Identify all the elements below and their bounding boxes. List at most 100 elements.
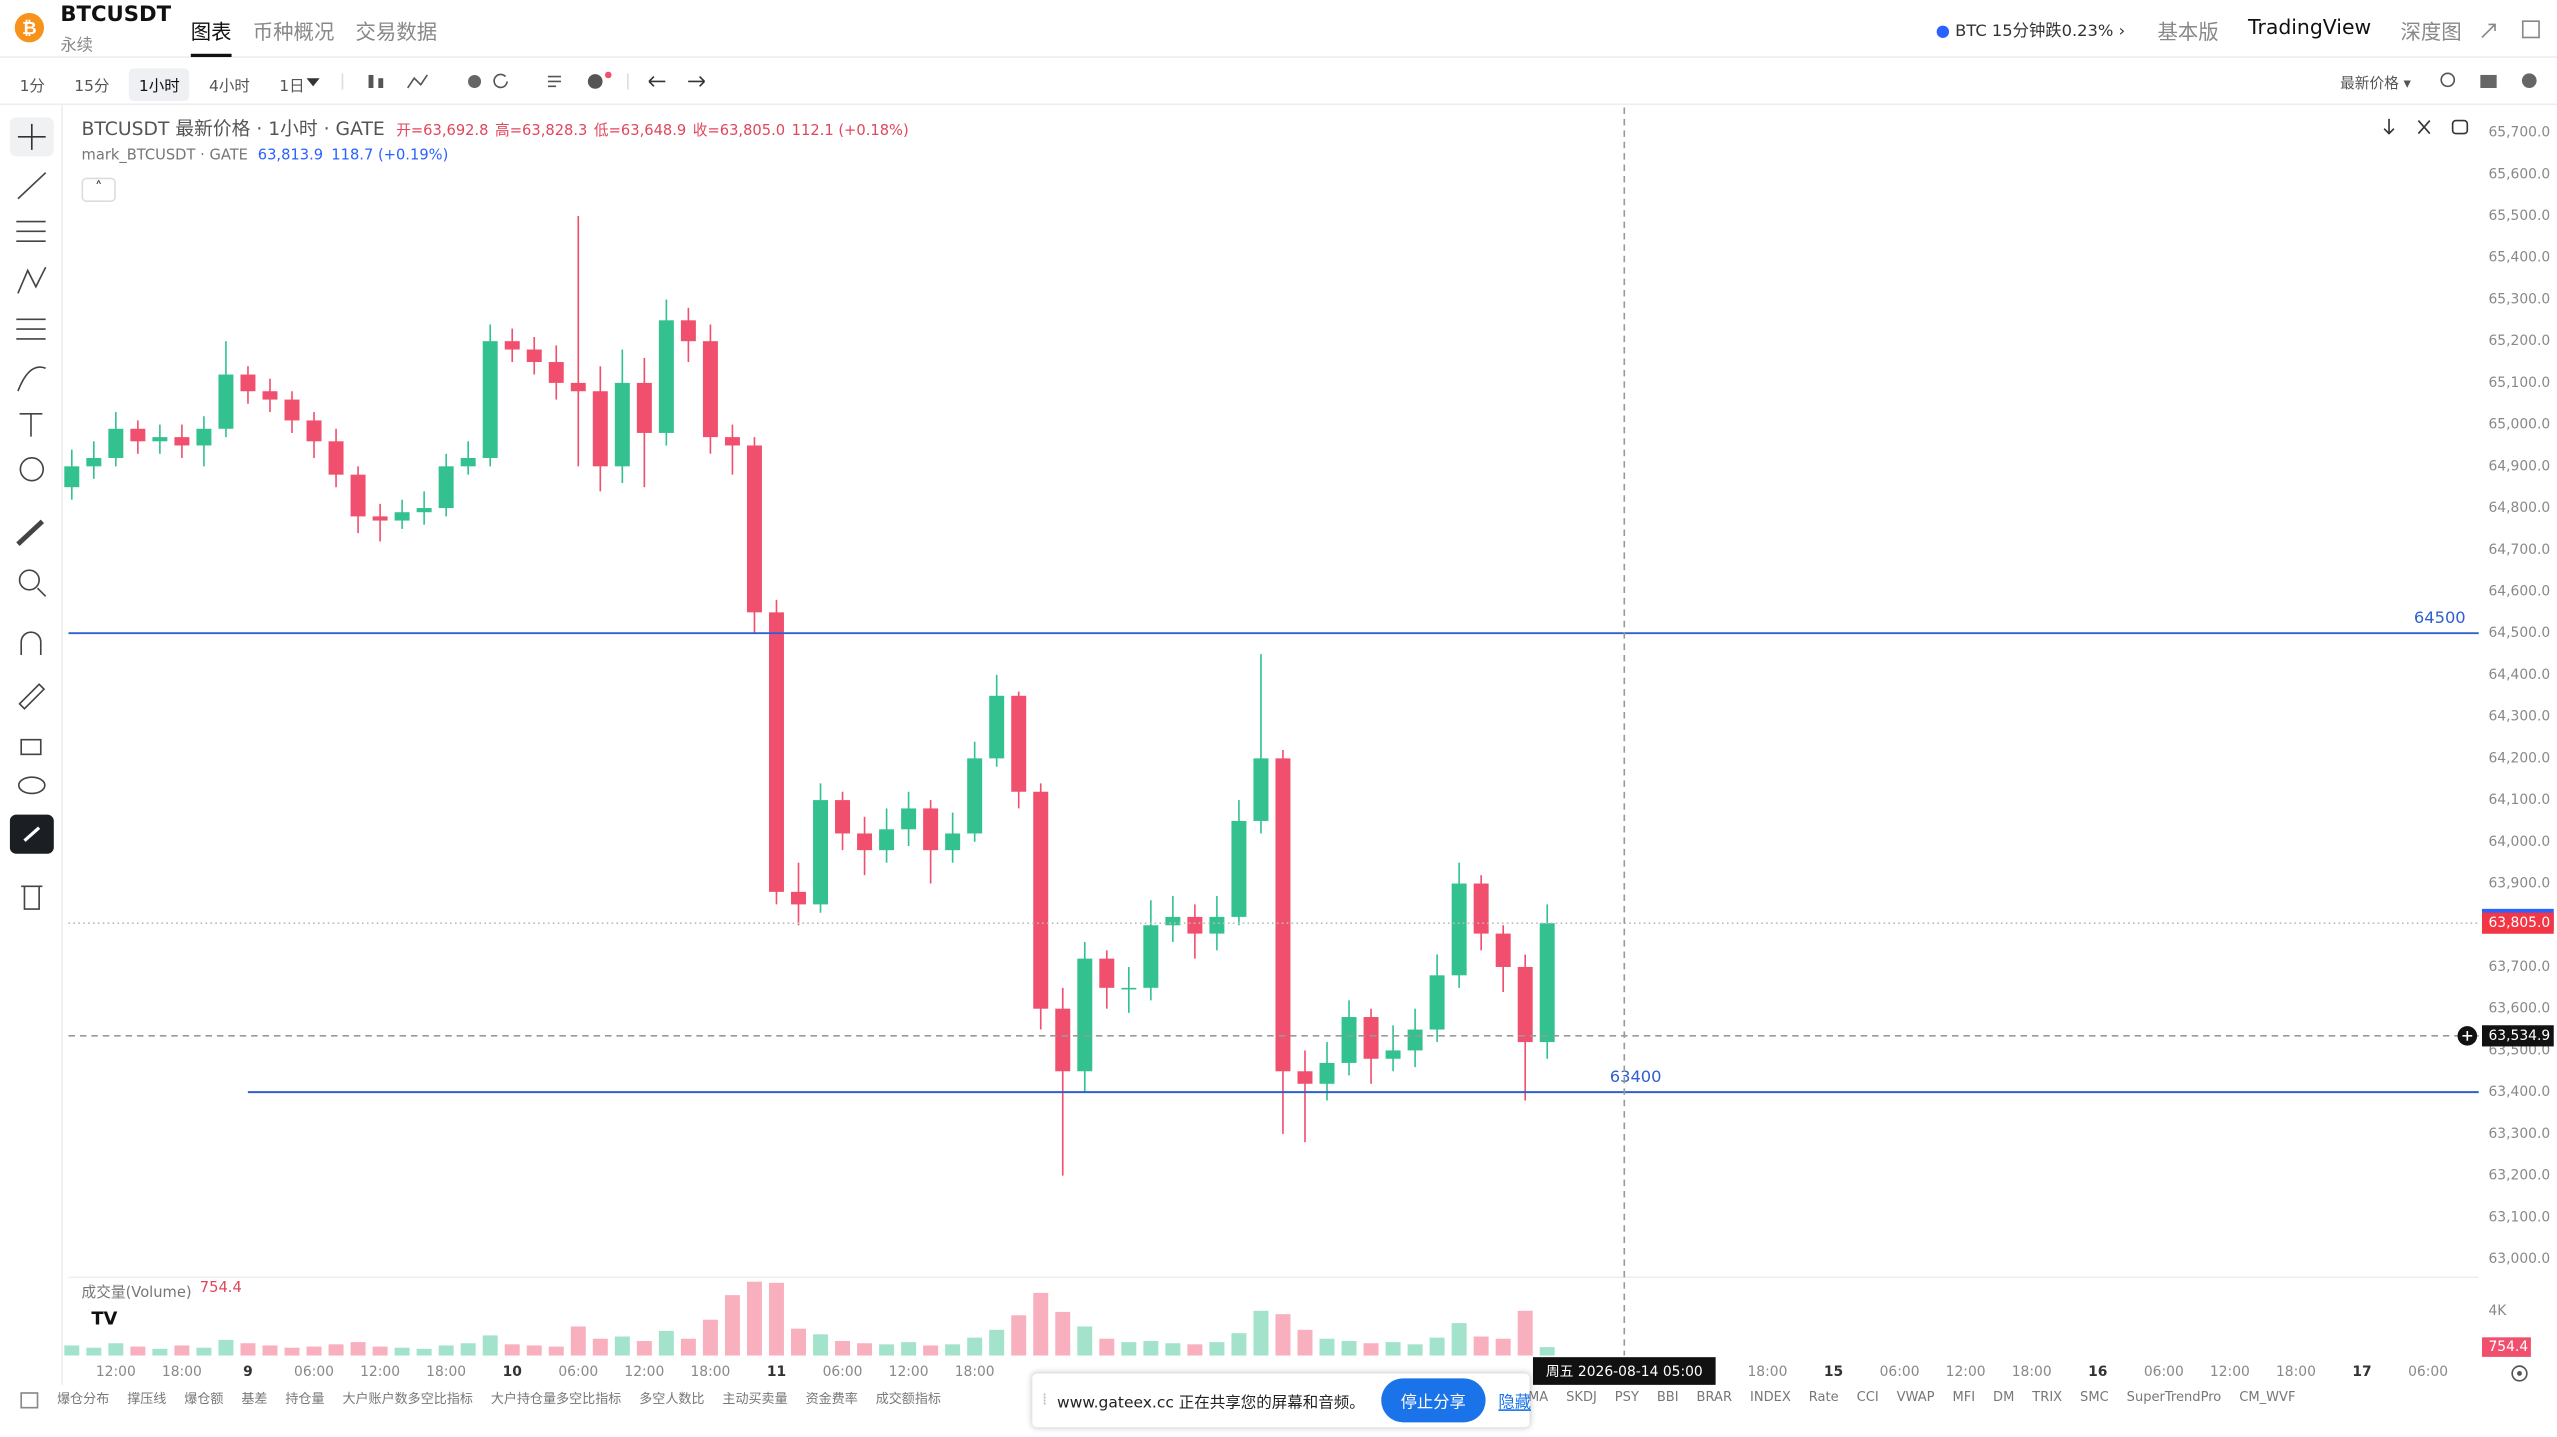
volume-bar [923, 1345, 939, 1356]
indicator-tab[interactable]: TRIX [2032, 1389, 2063, 1405]
y-tick-label: 64,500.0 [2489, 625, 2551, 641]
indicator-tab[interactable]: INDEX [1749, 1389, 1791, 1405]
candle-body [658, 320, 674, 433]
x-tick-label: 10 [503, 1364, 522, 1380]
indicator-tab[interactable]: PSY [1614, 1389, 1639, 1405]
candle-body [1253, 758, 1269, 821]
indicator-tab[interactable]: 爆仓额 [184, 1391, 224, 1407]
header-link[interactable]: TradingView [2248, 14, 2372, 40]
volume-bar [1187, 1344, 1203, 1356]
volume-bar [967, 1337, 983, 1356]
share-bar: ⁞ www.gateex.cc 正在共享您的屏幕和音频。 停止分享 隐藏 [1032, 1373, 1532, 1428]
y-tick-label: 64,900.0 [2489, 458, 2551, 474]
volume-bar [945, 1344, 961, 1356]
volume-bar [1011, 1315, 1027, 1356]
candle-body [835, 800, 851, 834]
window-icons[interactable] [2479, 18, 2544, 41]
x-tick-label: 06:00 [823, 1364, 863, 1380]
indicator-tab[interactable]: 大户持仓量多空比指标 [490, 1391, 622, 1407]
y-tick-label: 63,300.0 [2489, 1126, 2551, 1142]
volume-bar [1275, 1314, 1291, 1356]
interval-button[interactable]: 1日 [279, 78, 305, 97]
interval-button[interactable]: 4小时 [209, 78, 250, 97]
interval-button[interactable]: 15分 [74, 78, 110, 97]
tab[interactable]: 币种概况 [252, 19, 335, 44]
indicator-tab[interactable]: SKDJ [1566, 1389, 1597, 1405]
toolbar-right-icons[interactable] [2438, 70, 2544, 91]
legend-title: BTCUSDT 最新价格 · 1小时 · GATE [81, 117, 385, 141]
volume-bar [130, 1346, 146, 1356]
volume-bar [1363, 1343, 1379, 1356]
candle-body [262, 391, 278, 400]
candle-body [945, 833, 961, 851]
collapse-button[interactable]: ˄ [81, 177, 116, 203]
interval-button[interactable]: 1小时 [129, 68, 190, 102]
volume-bar [768, 1282, 784, 1356]
volume-bar [1385, 1342, 1401, 1356]
indicator-tab[interactable]: 多空人数比 [639, 1391, 705, 1407]
volume-bar [592, 1338, 608, 1356]
legend: BTCUSDT 最新价格 · 1小时 · GATE 开=63,692.8 高=6… [82, 116, 916, 142]
indicator-tab[interactable]: Rate [1808, 1389, 1839, 1405]
indicator-tab[interactable]: 成交额指标 [875, 1391, 941, 1407]
indicator-tab[interactable]: MA [1528, 1389, 1549, 1405]
tab[interactable]: 交易数据 [355, 19, 438, 44]
indicator-tab[interactable]: 撑压线 [127, 1391, 167, 1407]
header-link[interactable]: 基本版 [2157, 19, 2219, 44]
candle-body [152, 437, 168, 442]
stop-share-button[interactable]: 停止分享 [1381, 1378, 1486, 1423]
volume-bar [1209, 1342, 1225, 1356]
indicator-tab[interactable]: DM [1993, 1389, 2015, 1405]
indicator-tab[interactable]: BRAR [1696, 1389, 1733, 1405]
indicator-tab[interactable]: 基差 [241, 1391, 268, 1407]
drawing-tools[interactable] [9, 117, 56, 915]
indicator-tab[interactable]: CCI [1856, 1389, 1879, 1405]
candle-body [923, 808, 939, 851]
price-source[interactable]: 最新价格 ▾ [2340, 76, 2411, 93]
bottom-icon[interactable] [20, 1390, 40, 1410]
horizontal-line-label: 63400 [1610, 1067, 1662, 1086]
indicator-tab[interactable]: 资金费率 [805, 1391, 858, 1407]
volume-bar [614, 1336, 630, 1356]
candle-body [1209, 916, 1225, 934]
pane-icons[interactable] [2379, 117, 2477, 137]
interval-button[interactable]: 1分 [19, 78, 45, 97]
drag-handle: ⁞ [1042, 1391, 1048, 1410]
legend-low: 低=63,648.9 [593, 123, 687, 141]
hide-button[interactable]: 隐藏 [1498, 1394, 1532, 1413]
tab[interactable]: 图表 [190, 15, 232, 58]
volume-bar [1407, 1344, 1423, 1356]
indicator-tab[interactable]: SuperTrendPro [2126, 1389, 2222, 1405]
volume-bar [1297, 1329, 1313, 1356]
candle-body [1407, 1029, 1423, 1051]
indicator-tab[interactable]: 爆仓分布 [57, 1391, 110, 1407]
candle-body [372, 516, 388, 521]
candle-body [460, 457, 476, 467]
settings-icon[interactable] [2508, 1362, 2531, 1385]
candle-body [813, 800, 829, 905]
indicator-tab[interactable]: CM_WVF [2239, 1389, 2296, 1405]
indicator-tab[interactable]: 大户账户数多空比指标 [342, 1391, 473, 1407]
indicator-tab[interactable]: VWAP [1896, 1389, 1935, 1405]
indicator-tab[interactable]: MFI [1952, 1389, 1976, 1405]
candle-body [526, 349, 542, 363]
indicator-tab[interactable]: BBI [1656, 1389, 1679, 1405]
volume-bar [328, 1344, 344, 1356]
y-tick-label: 65,600.0 [2489, 166, 2551, 182]
candle-body [1231, 820, 1247, 917]
toolbar-icons[interactable] [303, 71, 711, 92]
ticker-alert[interactable]: ● BTC 15分钟跌0.23% › [1935, 22, 2126, 41]
volume-bar [1143, 1340, 1159, 1356]
indicator-tab[interactable]: 主动买卖量 [722, 1391, 788, 1407]
svg-text:₿: ₿ [22, 18, 37, 39]
header-link[interactable]: 深度图 [2400, 19, 2462, 44]
y-tick-label: 64,200.0 [2489, 750, 2551, 766]
price-label: 63,805.0 [2489, 915, 2551, 931]
y-tick-label: 65,500.0 [2489, 208, 2551, 224]
volume-bar [460, 1343, 476, 1356]
volume-bar [240, 1343, 256, 1356]
indicator-tab[interactable]: 持仓量 [285, 1391, 325, 1407]
candle-body [592, 391, 608, 467]
symbol[interactable]: BTCUSDT [60, 3, 172, 28]
indicator-tab[interactable]: SMC [2080, 1389, 2109, 1405]
